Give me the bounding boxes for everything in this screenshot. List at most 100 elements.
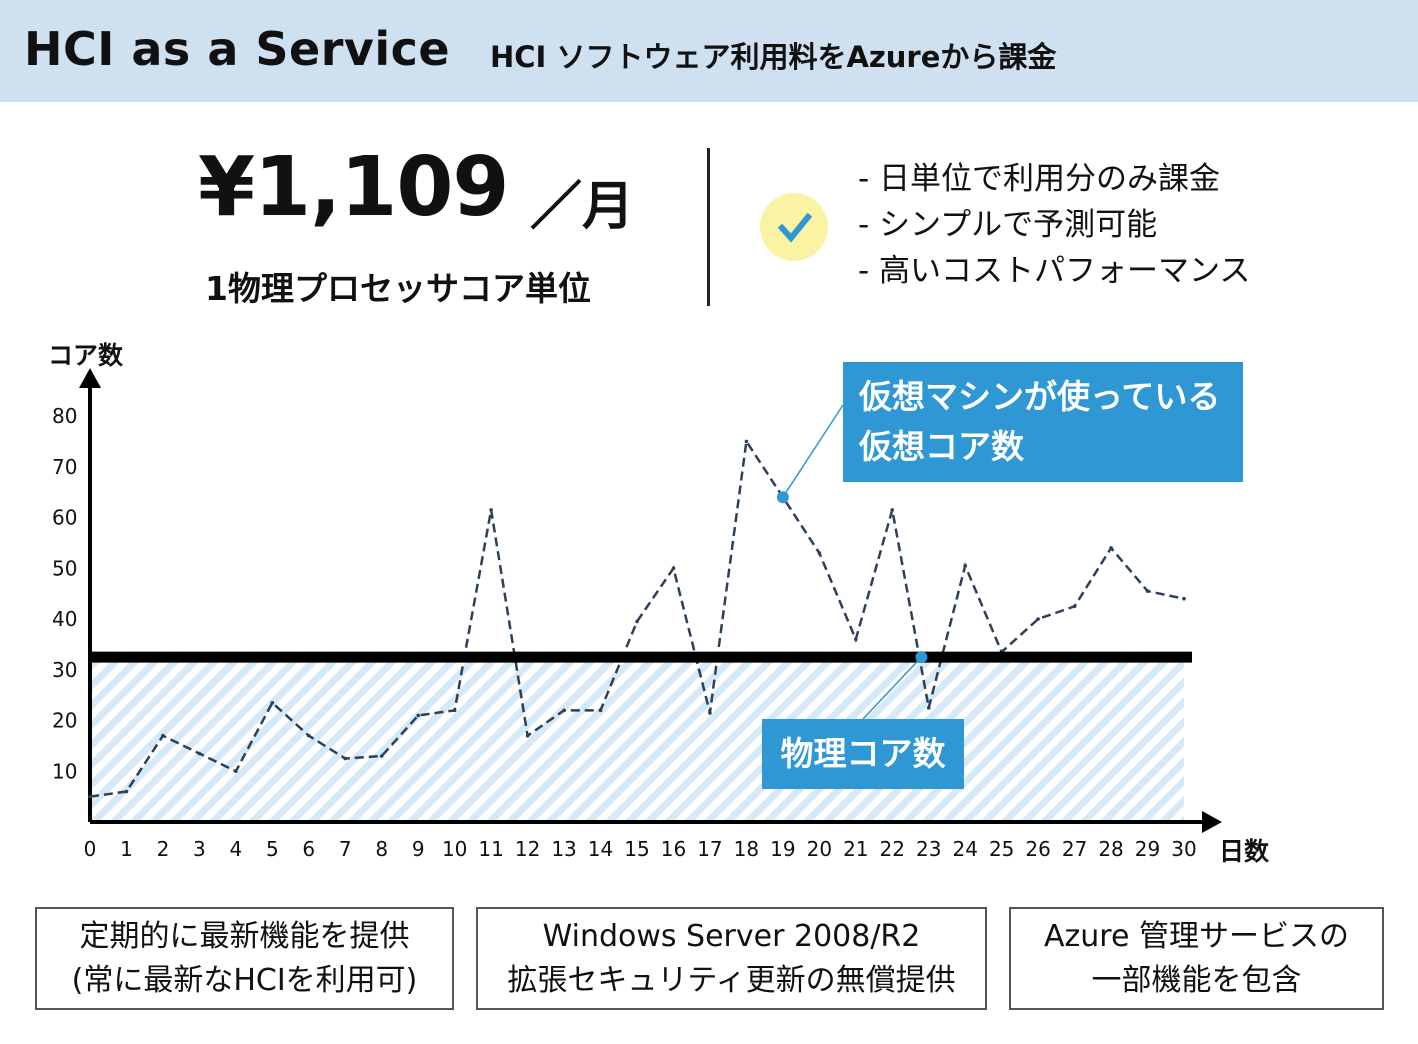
benefit-list: - 日単位で利用分のみ課金 - シンプルで予測可能 - 高いコストパフォーマンス: [858, 156, 1250, 294]
y-tick-label: 40: [52, 607, 77, 631]
virtual-core-point: [234, 769, 238, 774]
virtual-core-point: [161, 733, 165, 738]
feature-line: (常に最新なHCIを利用可): [71, 963, 418, 998]
x-tick-label: 5: [266, 837, 279, 861]
x-tick-label: 11: [478, 837, 503, 861]
feature-line: Windows Server 2008/R2: [542, 919, 921, 954]
virtual-core-point: [1036, 617, 1040, 621]
virtual-core-point: [124, 789, 129, 794]
callout-line: 物理コア数: [780, 734, 946, 773]
virtual-callout-dot: [776, 491, 789, 504]
y-tick-label: 70: [52, 455, 77, 479]
x-tick-label: 30: [1171, 837, 1196, 861]
x-tick-label: 16: [661, 837, 686, 861]
virtual-core-point: [926, 706, 931, 710]
y-tick-label: 10: [52, 759, 77, 783]
x-axis-title: 日数: [1219, 837, 1270, 866]
virtual-core-point: [343, 756, 348, 761]
benefit-item: - 高いコストパフォーマンス: [858, 253, 1251, 289]
x-tick-label: 2: [157, 837, 170, 861]
y-tick-label: 50: [52, 556, 77, 580]
y-axis-arrow-icon: [79, 368, 101, 388]
virtual-core-point: [708, 711, 712, 715]
x-tick-label: 22: [880, 837, 905, 861]
virtual-cores-callout: 仮想マシンが使っている 仮想コア数: [843, 362, 1243, 482]
virtual-core-point: [452, 708, 457, 713]
page-subtitle: HCI ソフトウェア利用料をAzureから課金: [490, 40, 1057, 74]
y-axis-title: コア数: [48, 341, 124, 370]
x-tick-label: 0: [84, 837, 97, 861]
price-note: 1物理プロセッサコア単位: [205, 269, 591, 308]
x-tick-label: 3: [193, 837, 206, 861]
x-tick-label: 19: [770, 837, 795, 861]
x-tick-label: 1: [120, 837, 133, 861]
virtual-core-point: [817, 551, 822, 555]
callout-line: 仮想マシンが使っている: [859, 377, 1221, 416]
x-tick-label: 18: [734, 837, 759, 861]
x-tick-label: 26: [1025, 837, 1050, 861]
virtual-core-point: [744, 439, 749, 444]
physical-cores-callout: 物理コア数: [762, 719, 964, 789]
x-tick-label: 29: [1135, 837, 1160, 861]
virtual-core-point: [671, 566, 676, 571]
x-tick-label: 20: [807, 837, 832, 861]
benefit-item: - 日単位で利用分のみ課金: [858, 161, 1221, 197]
virtual-core-point: [379, 754, 384, 758]
virtual-core-point: [1182, 596, 1186, 601]
virtual-callout-leader: [782, 404, 844, 498]
x-tick-label: 27: [1062, 837, 1087, 861]
price-unit: ／月: [530, 177, 635, 237]
x-tick-label: 10: [442, 837, 467, 861]
page-title: HCI as a Service: [24, 22, 451, 76]
x-axis-arrow-icon: [1202, 811, 1222, 833]
x-tick-label: 12: [515, 837, 540, 861]
x-tick-label: 7: [339, 837, 352, 861]
feature-box-azure-management: Azure 管理サービスの 一部機能を包含: [1009, 907, 1384, 1010]
vertical-divider: [707, 148, 710, 306]
x-tick-label: 9: [412, 837, 425, 861]
virtual-core-point: [854, 637, 858, 642]
virtual-core-point: [1109, 546, 1113, 550]
virtual-core-point: [1145, 589, 1150, 593]
x-tick-label: 28: [1098, 837, 1123, 861]
virtual-core-point: [635, 619, 639, 624]
virtual-core-point: [197, 751, 202, 756]
virtual-core-point: [562, 708, 566, 713]
y-tick-label: 60: [52, 506, 77, 530]
feature-line: 拡張セキュリティ更新の無償提供: [507, 963, 956, 998]
virtual-core-point: [890, 508, 895, 512]
feature-box-esu: Windows Server 2008/R2 拡張セキュリティ更新の無償提供: [476, 907, 987, 1010]
x-tick-label: 23: [916, 837, 941, 861]
x-tick-label: 13: [551, 837, 576, 861]
virtual-core-point: [598, 708, 603, 713]
virtual-core-point: [270, 700, 275, 705]
x-tick-label: 8: [375, 837, 388, 861]
virtual-core-point: [88, 794, 92, 799]
y-tick-label: 30: [52, 658, 77, 682]
virtual-core-point: [489, 508, 493, 512]
virtual-core-point: [525, 733, 530, 738]
benefit-item: - シンプルで予測可能: [858, 207, 1158, 243]
feature-box-updates: 定期的に最新機能を提供 (常に最新なHCIを利用可): [35, 907, 454, 1010]
callout-line: 仮想コア数: [859, 427, 1024, 466]
x-tick-label: 17: [697, 837, 722, 861]
x-tick-label: 25: [989, 837, 1014, 861]
x-tick-label: 4: [229, 837, 242, 861]
physical-callout-leader: [862, 656, 922, 720]
virtual-core-point: [307, 733, 311, 738]
physical-capacity-area: [90, 657, 1184, 822]
x-tick-label: 24: [952, 837, 977, 861]
header-banner: HCI as a Service HCI ソフトウェア利用料をAzureから課金: [0, 0, 1418, 102]
feature-line: 定期的に最新機能を提供: [79, 919, 410, 954]
virtual-core-point: [416, 713, 421, 718]
price-value: ¥1,109: [198, 140, 509, 235]
x-tick-label: 21: [843, 837, 868, 861]
physical-callout-dot: [915, 651, 928, 664]
x-tick-label: 6: [302, 837, 315, 861]
virtual-core-point: [1072, 604, 1077, 609]
virtual-core-point: [963, 563, 967, 568]
y-tick-label: 80: [52, 404, 77, 428]
x-tick-label: 15: [624, 837, 649, 861]
y-tick-label: 20: [52, 709, 77, 733]
